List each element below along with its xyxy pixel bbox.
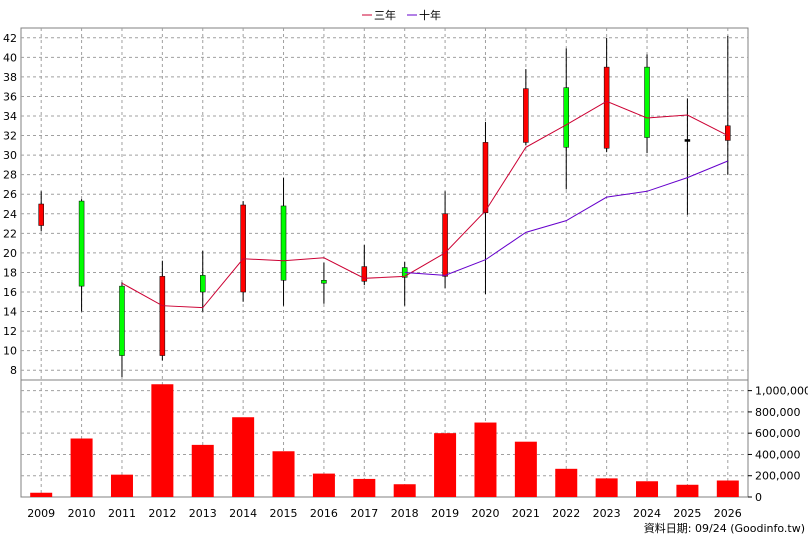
price-tick-label: 14	[3, 306, 17, 319]
ma-line-10y	[404, 160, 728, 276]
candle-body	[442, 213, 448, 277]
year-tick-label: 2025	[673, 507, 701, 520]
volume-bar	[272, 451, 295, 497]
price-tick-label: 22	[3, 227, 17, 240]
volume-tick-label: 600,000	[755, 427, 801, 440]
price-tick-label: 20	[3, 247, 17, 260]
candle-body	[482, 142, 489, 214]
year-tick-label: 2014	[229, 507, 257, 520]
legend-label-10y: 十年	[419, 8, 441, 22]
volume-bar	[434, 433, 457, 497]
legend: 三年 十年	[362, 8, 441, 22]
price-tick-label: 42	[3, 32, 17, 45]
price-tick-label: 8	[10, 364, 17, 377]
price-tick-label: 28	[3, 169, 17, 182]
plot-frame	[20, 27, 749, 498]
price-tick-label: 10	[3, 345, 17, 358]
candle-body	[280, 205, 287, 281]
year-tick-label: 2017	[350, 507, 378, 520]
price-tick-label: 12	[3, 325, 17, 338]
price-tick-label: 36	[3, 90, 17, 103]
candle-body	[603, 66, 610, 149]
price-tick-label: 38	[3, 71, 17, 84]
candle-body	[159, 276, 166, 356]
price-tick-label: 40	[3, 51, 17, 64]
year-tick-label: 2024	[633, 507, 661, 520]
volume-bar	[191, 444, 214, 497]
volume-bar	[716, 480, 739, 497]
volume-bar	[555, 468, 578, 497]
volume-bars	[30, 384, 739, 497]
price-axis-ticks: 8 10 12 14 16 18 20 22 24 26 28 30 32 34 36 38 40 42	[3, 32, 17, 377]
price-tick-label: 18	[3, 266, 17, 279]
candle-body	[200, 275, 206, 293]
price-tick-label: 32	[3, 130, 17, 143]
candle-body	[321, 280, 327, 284]
volume-bar	[30, 492, 53, 497]
ma-line-3y	[121, 100, 729, 309]
year-tick-label: 2022	[552, 507, 580, 520]
volume-bar	[474, 422, 497, 497]
price-tick-label: 34	[3, 110, 17, 123]
volume-bar	[514, 441, 537, 497]
candle-body	[684, 139, 691, 142]
volume-bar	[595, 478, 618, 497]
volume-tick-label: 800,000	[755, 406, 801, 419]
year-tick-label: 2016	[310, 507, 338, 520]
candlesticks	[38, 35, 731, 378]
volume-tick-label: 1,000,000	[755, 385, 808, 398]
year-tick-label: 2020	[471, 507, 499, 520]
price-tick-label: 30	[3, 149, 17, 162]
volume-bar	[636, 481, 659, 497]
year-tick-label: 2015	[270, 507, 298, 520]
year-tick-label: 2011	[108, 507, 136, 520]
candle-body	[38, 203, 44, 226]
year-tick-label: 2013	[189, 507, 217, 520]
year-tick-label: 2012	[148, 507, 176, 520]
price-tick-label: 26	[3, 188, 17, 201]
year-tick-label: 2009	[27, 507, 55, 520]
price-tick-label: 24	[3, 208, 17, 221]
legend-label-3y: 三年	[374, 8, 396, 22]
volume-bar	[232, 417, 255, 497]
candle-body	[361, 266, 368, 282]
candle-body	[240, 204, 246, 293]
volume-bar	[393, 484, 416, 497]
candle-body	[523, 88, 529, 143]
volume-tick-label: 0	[755, 491, 762, 504]
year-tick-label: 2026	[714, 507, 742, 520]
volume-bar	[151, 384, 174, 497]
candle-body	[725, 125, 731, 141]
year-axis-ticks: 2009 2010 2011 2012 2013 2014 2015 2016 2017 2018…	[27, 507, 742, 520]
year-tick-label: 2023	[593, 507, 621, 520]
volume-bar	[312, 473, 335, 497]
candle-body	[119, 285, 125, 356]
moving-average-lines	[121, 100, 729, 309]
data-date-footer: 資料日期: 09/24 (Goodinfo.tw)	[644, 521, 805, 535]
year-tick-label: 2018	[391, 507, 419, 520]
volume-bar	[70, 438, 93, 497]
volume-bar	[110, 474, 133, 497]
year-tick-label: 2010	[68, 507, 96, 520]
volume-bar	[676, 484, 699, 497]
candle-body	[563, 87, 569, 148]
volume-axis-ticks: 0 200,000 400,000 600,000 800,000 1,000,000	[748, 385, 808, 504]
year-tick-label: 2021	[512, 507, 540, 520]
year-tick-label: 2019	[431, 507, 459, 520]
candle-body	[78, 200, 85, 287]
volume-tick-label: 400,000	[755, 448, 801, 461]
price-tick-label: 16	[3, 286, 17, 299]
candle-body	[644, 66, 650, 138]
volume-tick-label: 200,000	[755, 470, 801, 483]
volume-bar	[353, 478, 376, 497]
